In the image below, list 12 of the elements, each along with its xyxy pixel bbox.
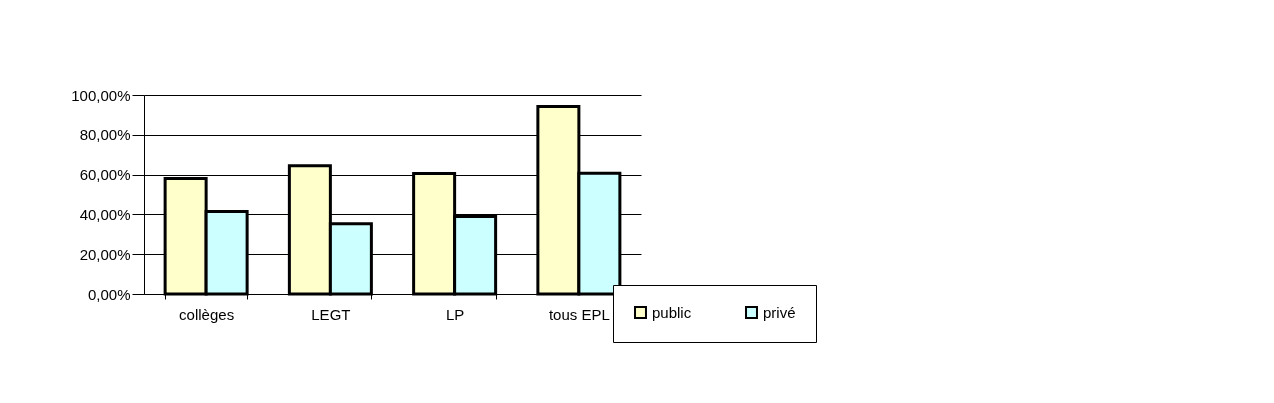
y-tick-label: 60,00% (79, 166, 131, 184)
x-tick-label: LP (445, 305, 465, 323)
x-tick-label: LEGT (311, 305, 351, 323)
y-tick-label: 80,00% (79, 126, 131, 144)
x-tick-label: collèges (179, 305, 235, 323)
y-tick-label: 20,00% (79, 245, 131, 263)
legend-label: public (652, 303, 692, 321)
x-tick-label: tous EPL (548, 305, 610, 323)
y-tick-label: 100,00% (71, 86, 131, 104)
legend-label: privé (763, 303, 796, 321)
y-tick-label: 0,00% (87, 285, 131, 303)
y-tick-label: 40,00% (79, 205, 131, 223)
